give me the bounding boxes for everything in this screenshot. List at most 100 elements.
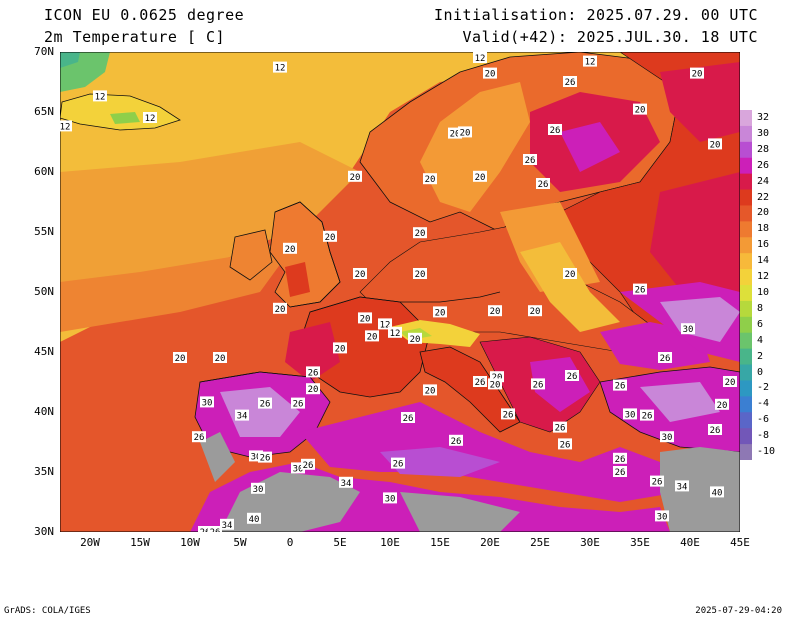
contour-label: 26 [553,421,567,434]
lon-tick-label: 45E [730,536,750,549]
contour-label: 30 [383,492,397,504]
lon-tick-label: 40E [680,536,700,549]
svg-text:26: 26 [560,440,571,450]
model-title: ICON EU 0.0625 degree [44,6,245,24]
lon-tick-label: 20E [480,536,500,549]
lon-tick-label: 30E [580,536,600,549]
lon-tick-label: 10W [180,536,200,549]
svg-text:20: 20 [175,354,186,364]
lon-tick-label: 0 [286,536,294,549]
contour-label: 20 [715,398,729,411]
contour-label: 26 [198,526,212,532]
colorbar-swatch [740,221,752,238]
contour-label: 20 [323,230,337,243]
colorbar-swatch [740,110,752,127]
contour-label: 30 [251,482,265,495]
colorbar-tick-label: 4 [757,334,764,346]
contour-label: 30 [291,462,305,474]
north-atlantic-mild [60,142,360,302]
contour-label: 20 [423,173,437,185]
svg-text:20: 20 [350,173,361,183]
svg-text:26: 26 [260,400,271,410]
contour-label: 26 [531,378,545,390]
temperature-colorbar [740,110,752,460]
contour-label: 26 [658,352,672,364]
contour-label: 30 [249,450,263,462]
svg-text:30: 30 [683,325,694,335]
contour-label: 20 [690,67,704,80]
svg-text:26: 26 [635,286,646,296]
svg-text:26: 26 [210,528,221,532]
footer-credit: GrADS: COLA/IGES [4,606,91,616]
colorbar-tick-label: -10 [757,446,776,458]
north-atlantic-cool [60,52,740,342]
svg-text:20: 20 [692,70,703,80]
contour-label: 20 [413,268,427,280]
svg-text:20: 20 [367,332,378,342]
colorbar-swatch [740,396,752,413]
svg-text:26: 26 [565,78,576,88]
contour-label: 20 [490,371,504,383]
colorbar-tick-label: 6 [757,318,764,330]
contour-label: 20 [213,352,227,364]
svg-text:20: 20 [425,175,436,185]
contour-label: 26 [473,376,487,388]
contour-label: 20 [488,378,502,390]
colorbar-tick-label: 26 [757,159,770,171]
colorbar-swatch [740,380,752,397]
colorbar-tick-label: -4 [757,398,770,410]
colorbar-swatch [740,285,752,302]
svg-text:20: 20 [410,335,421,345]
colorbar-swatch [740,316,752,334]
svg-text:26: 26 [567,372,578,382]
contour-label: 20 [306,383,320,395]
colorbar-swatch [740,332,752,350]
svg-text:12: 12 [95,92,106,102]
svg-text:26: 26 [615,468,626,478]
lat-tick-label: 30N [34,525,54,538]
svg-text:26: 26 [293,400,304,410]
contour-label: 20 [283,242,297,255]
svg-text:20: 20 [490,380,501,390]
colorbar-swatch [740,253,752,270]
contour-label: 40 [710,486,724,498]
colorbar-tick-label: 22 [757,191,770,203]
footer-timestamp: 2025-07-29-04:20 [695,606,782,616]
colorbar-swatch [740,364,752,381]
contour-label: 26 [501,408,515,420]
svg-text:20: 20 [492,373,503,383]
contour-label: 30 [623,408,637,420]
svg-text:20: 20 [435,308,446,318]
colorbar-tick-label: 14 [757,255,770,267]
svg-text:30: 30 [293,464,304,474]
svg-text:34: 34 [341,479,352,489]
svg-text:26: 26 [555,424,566,434]
contour-label: 20 [563,268,577,280]
contour-label: 26 [536,178,550,190]
svg-text:26: 26 [660,354,671,364]
contour-label: 20 [358,312,372,324]
svg-text:26: 26 [538,180,549,190]
svg-text:20: 20 [485,70,496,80]
colorbar-swatch [740,125,752,143]
contour-label: 34 [220,518,234,531]
contour-label: 26 [523,154,537,166]
svg-text:30: 30 [202,398,213,408]
contour-label: 26 [291,397,305,410]
svg-text:20: 20 [360,314,371,324]
contour-label: 20 [348,170,362,183]
contour-label: 20 [433,306,447,318]
svg-text:26: 26 [475,378,486,388]
svg-text:20: 20 [215,354,226,364]
svg-text:20: 20 [717,401,728,411]
svg-text:20: 20 [415,229,426,239]
lat-tick-label: 60N [34,165,54,178]
svg-text:26: 26 [652,478,663,488]
valid-time: Valid(+42): 2025.JUL.30. 18 UTC [462,28,758,46]
contour-label: 20 [413,227,427,239]
colorbar-tick-label: 16 [757,239,770,251]
colorbar-swatch [740,269,752,286]
contour-label: 26 [633,283,647,296]
colorbar-tick-label: 12 [757,271,770,283]
